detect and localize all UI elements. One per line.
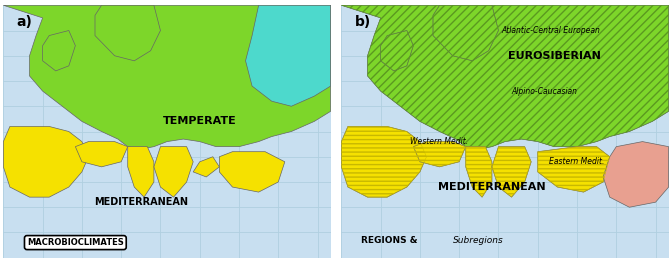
Polygon shape xyxy=(95,5,161,61)
Text: b): b) xyxy=(354,15,371,29)
Polygon shape xyxy=(433,5,499,61)
Text: MACROBIOCLIMATES: MACROBIOCLIMATES xyxy=(27,238,124,247)
Polygon shape xyxy=(128,147,154,197)
Polygon shape xyxy=(193,157,219,177)
Polygon shape xyxy=(75,141,128,167)
Polygon shape xyxy=(341,127,427,197)
Text: Western Medit.: Western Medit. xyxy=(411,137,468,146)
Polygon shape xyxy=(603,141,669,207)
Text: Subregions: Subregions xyxy=(453,236,503,245)
Text: Eastern Medit.: Eastern Medit. xyxy=(549,157,605,166)
Polygon shape xyxy=(245,5,331,106)
Polygon shape xyxy=(154,147,193,197)
Text: MEDITERRANEAN: MEDITERRANEAN xyxy=(438,182,546,192)
Text: REGIONS &: REGIONS & xyxy=(361,236,417,245)
Polygon shape xyxy=(538,147,610,192)
Polygon shape xyxy=(413,141,466,167)
Polygon shape xyxy=(492,147,531,197)
Polygon shape xyxy=(3,5,331,149)
Polygon shape xyxy=(380,31,413,71)
Text: EUROSIBERIAN: EUROSIBERIAN xyxy=(507,51,601,61)
Text: TEMPERATE: TEMPERATE xyxy=(163,117,237,127)
Polygon shape xyxy=(466,147,492,197)
Text: Atlantic-Central European: Atlantic-Central European xyxy=(501,26,600,35)
Text: a): a) xyxy=(16,15,32,29)
Polygon shape xyxy=(341,5,669,149)
Text: Alpino-Caucasian: Alpino-Caucasian xyxy=(511,87,577,96)
Polygon shape xyxy=(3,127,89,197)
Polygon shape xyxy=(219,152,285,192)
Text: MEDITERRANEAN: MEDITERRANEAN xyxy=(94,197,187,207)
Polygon shape xyxy=(42,31,75,71)
